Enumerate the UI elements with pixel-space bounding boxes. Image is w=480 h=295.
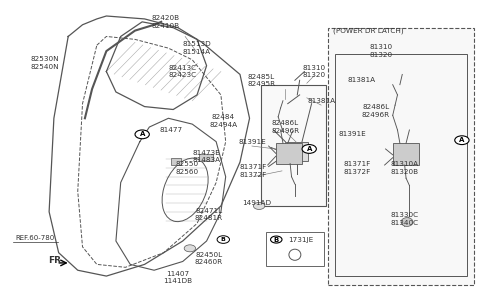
Text: 81371F
81372F: 81371F 81372F (240, 164, 267, 178)
Text: 82485L
82495R: 82485L 82495R (247, 73, 276, 87)
Text: 81381A: 81381A (307, 98, 335, 104)
Circle shape (302, 145, 316, 153)
Text: REF.60-780: REF.60-780 (15, 235, 54, 241)
Text: FR.: FR. (48, 255, 64, 265)
Text: 11407
1141DB: 11407 1141DB (163, 271, 192, 284)
Circle shape (217, 236, 229, 243)
Bar (393, 143, 419, 165)
Text: 82530N
82540N: 82530N 82540N (30, 56, 59, 70)
Text: 1491AD: 1491AD (242, 200, 271, 206)
Circle shape (184, 245, 196, 252)
Text: 82471L
82481R: 82471L 82481R (195, 208, 223, 222)
Text: 81310A
81320B: 81310A 81320B (391, 161, 419, 175)
Bar (199, 154, 213, 161)
Text: 82450L
82460R: 82450L 82460R (195, 252, 223, 265)
Bar (285, 142, 308, 161)
Bar (276, 143, 302, 163)
Text: 81391E: 81391E (238, 139, 266, 145)
FancyBboxPatch shape (262, 85, 326, 206)
Text: B: B (274, 237, 279, 242)
Text: A: A (307, 146, 312, 152)
Ellipse shape (401, 218, 413, 226)
Text: 81330C
81340C: 81330C 81340C (391, 212, 419, 226)
Circle shape (135, 130, 149, 139)
Text: 82484
82494A: 82484 82494A (209, 114, 237, 128)
Text: 82420B
82410B: 82420B 82410B (152, 15, 180, 29)
Text: 81473E
81483A: 81473E 81483A (192, 150, 221, 163)
Text: 1731JE: 1731JE (288, 237, 313, 242)
Text: 81513D
81514A: 81513D 81514A (183, 41, 211, 55)
Text: B: B (221, 237, 226, 242)
Text: 81381A: 81381A (348, 77, 376, 83)
Text: A: A (459, 137, 465, 143)
Text: 81371F
81372F: 81371F 81372F (343, 161, 371, 175)
Text: 82550
82560: 82550 82560 (176, 161, 199, 175)
Text: 82486L
82496R: 82486L 82496R (362, 104, 390, 118)
Circle shape (455, 136, 469, 145)
Text: 82486L
82496R: 82486L 82496R (271, 120, 300, 134)
FancyBboxPatch shape (328, 28, 474, 285)
FancyBboxPatch shape (266, 232, 324, 266)
Circle shape (271, 236, 282, 243)
Text: 81391E: 81391E (338, 131, 366, 137)
Circle shape (253, 202, 265, 209)
Text: (POWER DR LATCH): (POWER DR LATCH) (333, 27, 404, 34)
Text: 81310
81320: 81310 81320 (302, 65, 325, 78)
Text: 81310
81320: 81310 81320 (369, 44, 392, 58)
Text: 82413C
82423C: 82413C 82423C (168, 65, 197, 78)
Text: A: A (140, 131, 145, 137)
Text: 81477: 81477 (159, 127, 182, 133)
Bar (171, 158, 181, 165)
